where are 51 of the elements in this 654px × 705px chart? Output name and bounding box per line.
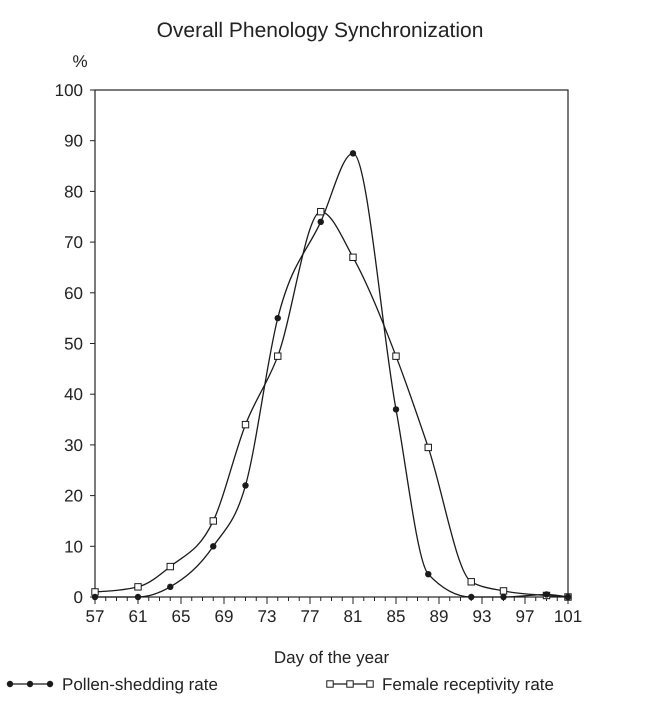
x-tick-label: 93	[472, 607, 492, 626]
point	[392, 352, 400, 360]
point	[468, 594, 474, 600]
y-tick-label: 90	[64, 132, 83, 151]
x-tick-label: 61	[128, 607, 148, 626]
point	[274, 314, 281, 322]
y-tick-label: 40	[64, 385, 83, 404]
point	[350, 150, 356, 157]
legend-label: Female receptivity rate	[382, 675, 554, 694]
point	[134, 594, 142, 600]
x-tick-label: 69	[214, 607, 234, 626]
x-tick-label: 73	[258, 607, 276, 626]
point	[134, 583, 142, 591]
x-tick-label: 81	[344, 607, 362, 626]
legend-label: Pollen-shedding rate	[62, 675, 218, 694]
y-tick-label: 50	[64, 334, 83, 354]
point	[242, 482, 249, 489]
y-tick-label: 80	[64, 182, 83, 202]
x-axis-title: Day of the year	[274, 648, 390, 667]
point	[349, 254, 357, 262]
y-tick-label: 70	[64, 233, 83, 252]
x-tick-label: 57	[86, 607, 104, 626]
point	[500, 587, 508, 595]
point	[166, 562, 174, 570]
point	[468, 578, 475, 586]
x-tick-label: 101	[554, 607, 582, 626]
point	[92, 594, 98, 600]
x-tick-label: 85	[386, 607, 406, 626]
point	[317, 208, 324, 216]
y-tick-label: 100	[54, 81, 83, 100]
x-tick-label: 97	[516, 607, 534, 626]
chart-title: Overall Phenology Synchronization	[156, 19, 484, 42]
y-tick-label: 0	[74, 588, 83, 607]
x-tick-label: 89	[430, 607, 448, 626]
point	[242, 420, 250, 428]
point	[210, 517, 217, 525]
point	[167, 584, 174, 590]
point	[500, 594, 507, 600]
y-tick-label: 60	[64, 284, 83, 303]
point	[392, 406, 400, 413]
y-tick-label: 30	[64, 436, 83, 455]
point	[425, 570, 432, 578]
x-tick-label: 65	[172, 607, 190, 626]
point	[424, 444, 432, 452]
y-axis-title: %	[72, 52, 88, 71]
x-tick-label: 77	[300, 607, 320, 626]
y-tick-label: 10	[64, 537, 83, 556]
y-tick-label: 20	[64, 486, 83, 506]
point	[274, 352, 282, 360]
point	[210, 543, 216, 550]
point	[318, 218, 324, 226]
